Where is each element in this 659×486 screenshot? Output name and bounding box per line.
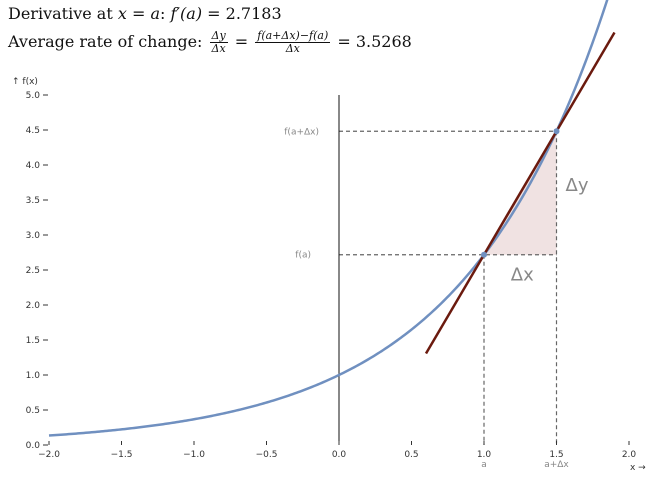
dy-numerator: Δy <box>209 29 228 43</box>
delta-x-label: Δx <box>511 265 534 286</box>
axes-layer: −2.0 −1.5 −1.0 −0.5 0.0 0.5 1.0 1.5 2.0 0.0 0.5 1.0… <box>12 77 646 473</box>
derivative-expr: f′(a) <box>170 4 203 23</box>
point-a-dx <box>553 128 560 135</box>
x-tick-label: −1.5 <box>111 450 133 460</box>
x-axis-label: x → <box>630 463 646 473</box>
derivative-colon: : <box>160 4 171 23</box>
y-tick-label: 3.0 <box>26 231 41 241</box>
y-tick-label: 2.5 <box>26 266 40 276</box>
guide-lines-layer <box>339 130 558 445</box>
avg-prefix: Average rate of change: <box>8 32 208 51</box>
x-tick-label: −1.0 <box>183 450 205 460</box>
label-a: a <box>481 460 487 470</box>
x-tick-label: −2.0 <box>38 450 60 460</box>
y-tick-label: 2.0 <box>26 301 41 311</box>
y-tick-label: 1.0 <box>26 371 41 381</box>
y-tick-label: 0.0 <box>26 441 41 451</box>
y-tick-label: 4.5 <box>26 126 40 136</box>
avg-value: = 3.5268 <box>332 32 412 51</box>
difference-denominator: Δx <box>285 42 300 55</box>
derivative-a: a <box>150 4 160 23</box>
function-curve <box>48 0 609 437</box>
dy-dx-fraction: Δy Δx <box>209 29 228 55</box>
x-tick-label: 1.5 <box>549 450 563 460</box>
label-fadx: f(a+Δx) <box>284 127 319 137</box>
derivative-value: = 2.7183 <box>202 4 282 23</box>
y-tick-label: 0.5 <box>26 406 40 416</box>
point-a <box>481 251 487 258</box>
avg-eq: = <box>229 32 254 51</box>
difference-quotient: f(a+Δx)−f(a) Δx <box>255 29 331 55</box>
derivative-prefix: Derivative at <box>8 4 118 23</box>
y-tick-label: 4.0 <box>26 161 41 171</box>
label-fa: f(a) <box>295 251 311 261</box>
secant-line <box>424 31 616 355</box>
label-adx: a+Δx <box>544 460 569 470</box>
derivative-var: x <box>117 4 127 23</box>
x-tick-label: 0.5 <box>404 450 418 460</box>
x-tick-label: 1.0 <box>477 450 492 460</box>
labels-layer: f(a+Δx) f(a) a a+Δx Δx Δy <box>284 127 589 470</box>
x-tick-label: 0.0 <box>332 450 347 460</box>
derivative-eq: = <box>126 4 151 23</box>
delta-y-label: Δy <box>566 175 589 196</box>
y-tick-label: 3.5 <box>26 196 40 206</box>
derivative-formula: Derivative at x = a: f′(a) = 2.7183 <box>8 4 282 23</box>
curve-layer <box>48 0 616 437</box>
y-tick-label: 1.5 <box>26 336 40 346</box>
x-tick-label: −0.5 <box>256 450 278 460</box>
dx-denominator: Δx <box>211 42 226 55</box>
y-tick-label: 5.0 <box>26 91 41 101</box>
x-tick-label: 2.0 <box>622 450 637 460</box>
average-rate-formula: Average rate of change: Δy Δx = f(a+Δx)−f… <box>8 30 412 55</box>
y-axis-label: ↑ f(x) <box>12 77 38 87</box>
difference-numerator: f(a+Δx)−f(a) <box>255 29 331 43</box>
